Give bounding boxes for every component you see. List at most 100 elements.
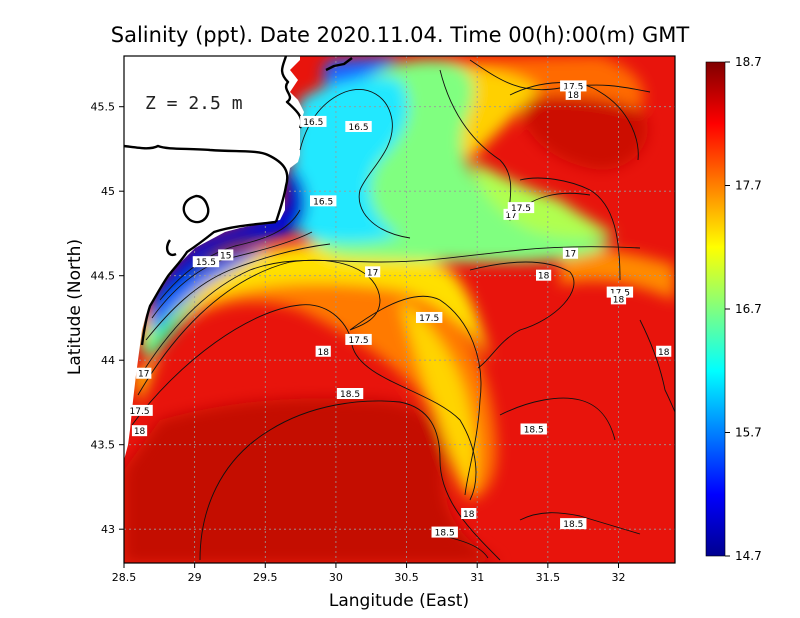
coast-inlet: [165, 239, 177, 257]
land-mask: [124, 56, 304, 460]
contour-label-bg: [192, 256, 220, 268]
colorbar-tick-label: 15.7: [735, 426, 762, 440]
land-area: [124, 56, 304, 460]
colorbar-tick-label: 17.7: [735, 179, 762, 193]
contour-label: 18.5: [563, 520, 583, 530]
plot-frame: [123, 55, 676, 564]
contour-label: 17.5: [419, 314, 439, 324]
contour-label-bg: [431, 526, 458, 538]
contour-label-bg: [218, 249, 234, 261]
y-tick-label: 43: [101, 523, 115, 536]
x-tick-label: 31.5: [536, 571, 561, 584]
contour-label: 17: [138, 370, 149, 380]
colorbar-gradient: [705, 61, 726, 557]
y-tick-label: 44.5: [91, 270, 116, 283]
contour-label: 15.5: [196, 258, 216, 268]
contour-16-5-coastal: [145, 243, 331, 341]
contour-label-bg: [606, 286, 634, 298]
colorbar: 18.7 17.7 16.7 15.7 14.7: [705, 55, 762, 563]
contour-17-5: [137, 259, 482, 496]
contour-label-bg: [507, 202, 535, 214]
x-axis-label: Langitude (East): [329, 591, 469, 611]
contour-18-ne: [509, 82, 639, 161]
x-tick-label: 31: [470, 571, 484, 584]
contour-label: 18.5: [435, 529, 455, 539]
field-region-yellow-plume: [400, 300, 476, 495]
contour-label-bg: [310, 195, 337, 207]
contour-18-5-east: [499, 397, 616, 441]
contour-label: 16.5: [303, 118, 323, 128]
field-region-dark-blue: [150, 165, 307, 310]
contour-label-bg: [565, 88, 581, 100]
y-tick-label: 43.5: [91, 439, 116, 452]
contour-15: [159, 209, 301, 301]
coastline-romania: [140, 220, 277, 346]
contour-label-bg: [131, 425, 148, 437]
contour-label: 17: [505, 211, 516, 221]
x-tick-label: 28.5: [112, 571, 137, 584]
x-tick-label: 32: [611, 571, 625, 584]
y-tick-label: 44: [101, 354, 115, 367]
contour-label-bg: [126, 404, 153, 416]
contour-label: 18.5: [340, 390, 360, 400]
contour-17: [143, 246, 641, 371]
contour-label: 18: [658, 348, 670, 358]
x-tick-label: 29: [188, 571, 202, 584]
colorbar-tick-label: 14.7: [735, 549, 762, 563]
contour-label: 16.5: [349, 123, 369, 133]
colorbar-tick-label: 16.7: [735, 302, 762, 316]
coastline: [124, 56, 353, 346]
x-axis-ticks: 28.5 29 29.5 30 30.5 31 31.5 32: [112, 563, 625, 584]
y-tick-label: 45: [101, 185, 115, 198]
contour-label: 18: [538, 272, 550, 282]
contour-label-bg: [345, 120, 372, 132]
contour-label: 17: [367, 268, 378, 278]
contour-label: 18.5: [524, 425, 544, 435]
coastline-ukraine: [280, 56, 303, 129]
contour-18-east: [469, 261, 675, 413]
contour-label: 17.5: [130, 407, 150, 417]
contour-label-bg: [136, 367, 152, 379]
contour-labels: 1515.516.516.516.51717171717.517.517.517…: [126, 80, 672, 539]
contour-label-bg: [656, 345, 672, 357]
contour-label-bg: [365, 266, 381, 278]
field-region-dark-red-ne: [520, 94, 648, 170]
contour-label-bg: [610, 293, 627, 305]
contour-label-bg: [503, 208, 519, 220]
y-tick-label: 45.5: [91, 101, 116, 114]
contour-label: 17.5: [349, 336, 369, 346]
plot-area: 1515.516.516.516.51717171717.517.517.517…: [124, 56, 675, 563]
colorbar-ticks: 18.7 17.7 16.7 15.7 14.7: [725, 55, 762, 563]
contour-label-bg: [461, 507, 477, 519]
field-region-green-coastal: [140, 295, 205, 360]
x-tick-label: 30: [329, 571, 343, 584]
contour-label: 17.5: [511, 204, 531, 214]
field-region-light-green-ne: [470, 160, 615, 239]
y-axis-label: Latitude (North): [65, 239, 85, 375]
depth-label: Z = 2.5 m: [145, 93, 243, 114]
y-axis-ticks: 43 43.5 44 44.5 45 45.5: [91, 101, 124, 536]
contour-label-bg: [415, 311, 443, 323]
contour-label: 16.5: [313, 197, 333, 207]
contour-label: 17.5: [563, 82, 583, 92]
contour-label: 18: [613, 295, 625, 305]
field-region-dark-red: [124, 398, 500, 563]
contour-label-bg: [315, 345, 331, 357]
coast-north: [325, 57, 353, 72]
contour-label-bg: [300, 115, 327, 127]
contour-label: 18: [134, 427, 146, 437]
contour-label: 18: [317, 348, 329, 358]
contours: [131, 59, 675, 561]
contour-18-5: [199, 400, 501, 561]
contour-label: 15: [220, 251, 231, 261]
contour-label-bg: [336, 388, 364, 399]
contour-label: 18: [463, 510, 475, 520]
contour-label-bg: [520, 423, 547, 435]
x-tick-label: 30.5: [394, 571, 419, 584]
colorbar-tick-label: 18.7: [735, 55, 762, 69]
contour-17-5-ne: [469, 59, 651, 281]
lake-razelm: [182, 194, 210, 224]
contour-17-ne: [439, 69, 591, 221]
contour-label-bg: [560, 518, 587, 530]
